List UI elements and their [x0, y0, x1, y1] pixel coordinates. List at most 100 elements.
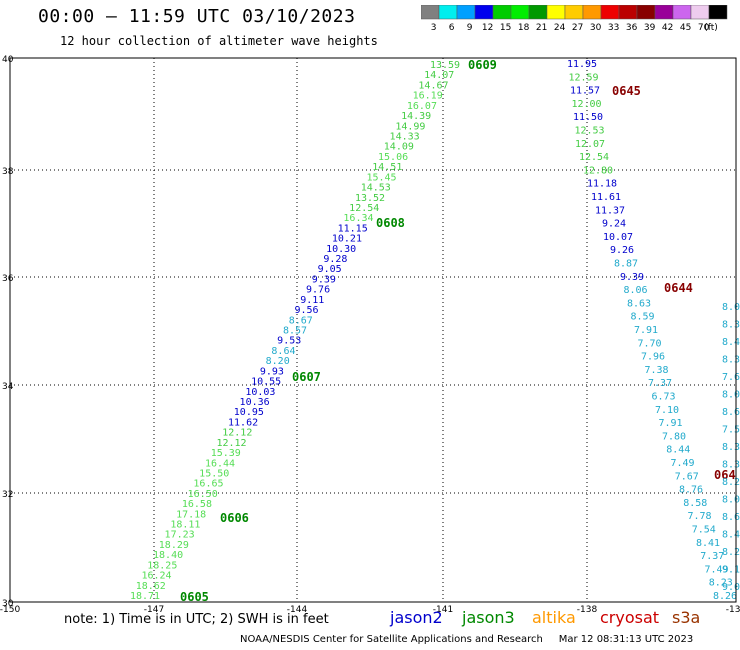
colorbar-swatch [708, 5, 728, 20]
swh-value: 8.64 [271, 346, 295, 357]
swh-value: 8.59 [630, 312, 654, 323]
swh-value: 16.34 [343, 213, 373, 224]
colorbar-label: 6 [449, 23, 455, 33]
x-tick-label: -150 [0, 605, 20, 615]
colorbar-label: 27 [572, 23, 583, 33]
swh-value: 18.11 [170, 520, 200, 531]
legend-altika: altika [532, 608, 576, 627]
x-tick-label: -144 [287, 605, 308, 615]
swh-value: 11.15 [338, 223, 368, 234]
x-tick-label: -147 [144, 605, 164, 615]
x-tick-label: -141 [433, 605, 453, 615]
swh-value: 12.80 [583, 165, 613, 176]
pass-number: 0644 [664, 281, 693, 295]
swh-value: 16.07 [407, 101, 437, 112]
y-tick-label: 30 [2, 599, 14, 609]
x-tick-label: -138 [577, 605, 598, 615]
swh-value: 10.95 [234, 407, 264, 418]
pass-number: 0645 [612, 84, 641, 98]
swh-value: 7.37 [700, 551, 724, 562]
edge-swh-value: 8.6 [722, 407, 740, 418]
colorbar-label: 3 [431, 23, 437, 33]
swh-value: 12.07 [575, 139, 605, 150]
swh-value: 13.59 [430, 60, 460, 71]
edge-swh-value: 8.3 [722, 442, 740, 453]
map-frame [9, 57, 737, 603]
colorbar-label: 33 [608, 23, 619, 33]
swh-value: 8.26 [713, 591, 737, 602]
pass-number: 0609 [468, 58, 497, 72]
colorbar-label: 9 [467, 23, 473, 33]
swh-value: 8.76 [679, 485, 703, 496]
swh-value: 12.59 [568, 72, 598, 83]
swh-value: 8.23 [709, 578, 733, 589]
edge-swh-value: 7.5 [722, 425, 740, 436]
edge-swh-value: 8.3 [722, 460, 740, 471]
swh-value: 18.62 [136, 581, 166, 592]
edge-swh-value: 8.3 [722, 320, 740, 331]
x-tick-label: -134 [726, 605, 740, 615]
colorbar-label: 45 [680, 23, 691, 33]
legend-jason2: jason2 [390, 608, 443, 627]
swh-value: 9.53 [277, 336, 301, 347]
swh-value: 17.23 [165, 530, 195, 541]
swh-value: 12.53 [574, 126, 604, 137]
edge-swh-value: 8.05 [722, 495, 740, 506]
legend-s3a: s3a [672, 608, 701, 627]
colorbar-label: 12 [482, 23, 493, 33]
swh-value: 10.36 [240, 397, 270, 408]
swh-value: 9.76 [306, 285, 330, 296]
edge-swh-value: 9.04 [722, 582, 740, 593]
swh-value: 8.06 [623, 285, 647, 296]
swh-value: 9.05 [318, 264, 342, 275]
swh-value: 7.10 [655, 405, 679, 416]
swh-value: 9.39 [620, 272, 644, 283]
swh-value: 16.50 [188, 489, 218, 500]
pass-number: 0608 [376, 216, 405, 230]
swh-value: 8.44 [666, 445, 690, 456]
swh-value: 7.38 [644, 365, 668, 376]
swh-value: 7.67 [675, 471, 699, 482]
swh-value: 9.24 [602, 219, 626, 230]
legend-jason3: jason3 [462, 608, 515, 627]
swh-value: 14.39 [401, 111, 431, 122]
swh-value: 10.55 [251, 377, 281, 388]
colorbar-label: 36 [626, 23, 638, 33]
swh-value: 9.26 [610, 245, 634, 256]
swh-value: 14.99 [395, 121, 425, 132]
swh-value: 11.62 [228, 417, 258, 428]
swh-value: 7.78 [687, 511, 711, 522]
edge-swh-value: 8.3 [722, 355, 740, 366]
swh-value: 7.91 [658, 418, 682, 429]
swh-value: 13.52 [355, 193, 385, 204]
swh-value: 12.54 [579, 152, 609, 163]
swh-value: 7.70 [637, 338, 661, 349]
swh-value: 9.39 [312, 274, 336, 285]
swh-value: 12.12 [222, 428, 252, 439]
colorbar-label: (ft) [704, 23, 718, 33]
swh-value: 11.61 [591, 192, 621, 203]
edge-swh-value: 9.18 [722, 565, 740, 576]
swh-value: 18.40 [153, 550, 183, 561]
swh-value: 9.56 [294, 305, 318, 316]
edge-swh-value: 8.63 [722, 512, 740, 523]
pass-number: 0605 [180, 590, 209, 604]
swh-value: 10.30 [326, 244, 356, 255]
swh-value: 15.39 [211, 448, 241, 459]
colorbar-label: 24 [554, 23, 566, 33]
swh-value: 7.49 [670, 458, 694, 469]
edge-swh-value: 8.0 [722, 302, 740, 313]
swh-value: 16.24 [141, 571, 171, 582]
edge-swh-value: 8.21 [722, 547, 740, 558]
colorbar-label: 39 [644, 23, 656, 33]
credit-line: NOAA/NESDIS Center for Satellite Applica… [240, 634, 694, 645]
swh-value: 18.25 [147, 560, 177, 571]
swh-value: 12.54 [349, 203, 379, 214]
swh-value: 14.07 [424, 70, 454, 81]
edge-swh-value: 8.0 [722, 390, 740, 401]
swh-value: 11.18 [587, 179, 617, 190]
swh-value: 15.50 [199, 468, 229, 479]
swh-value: 7.91 [634, 325, 658, 336]
y-tick-label: 32 [2, 490, 13, 500]
pass-number: 064 [714, 468, 736, 482]
